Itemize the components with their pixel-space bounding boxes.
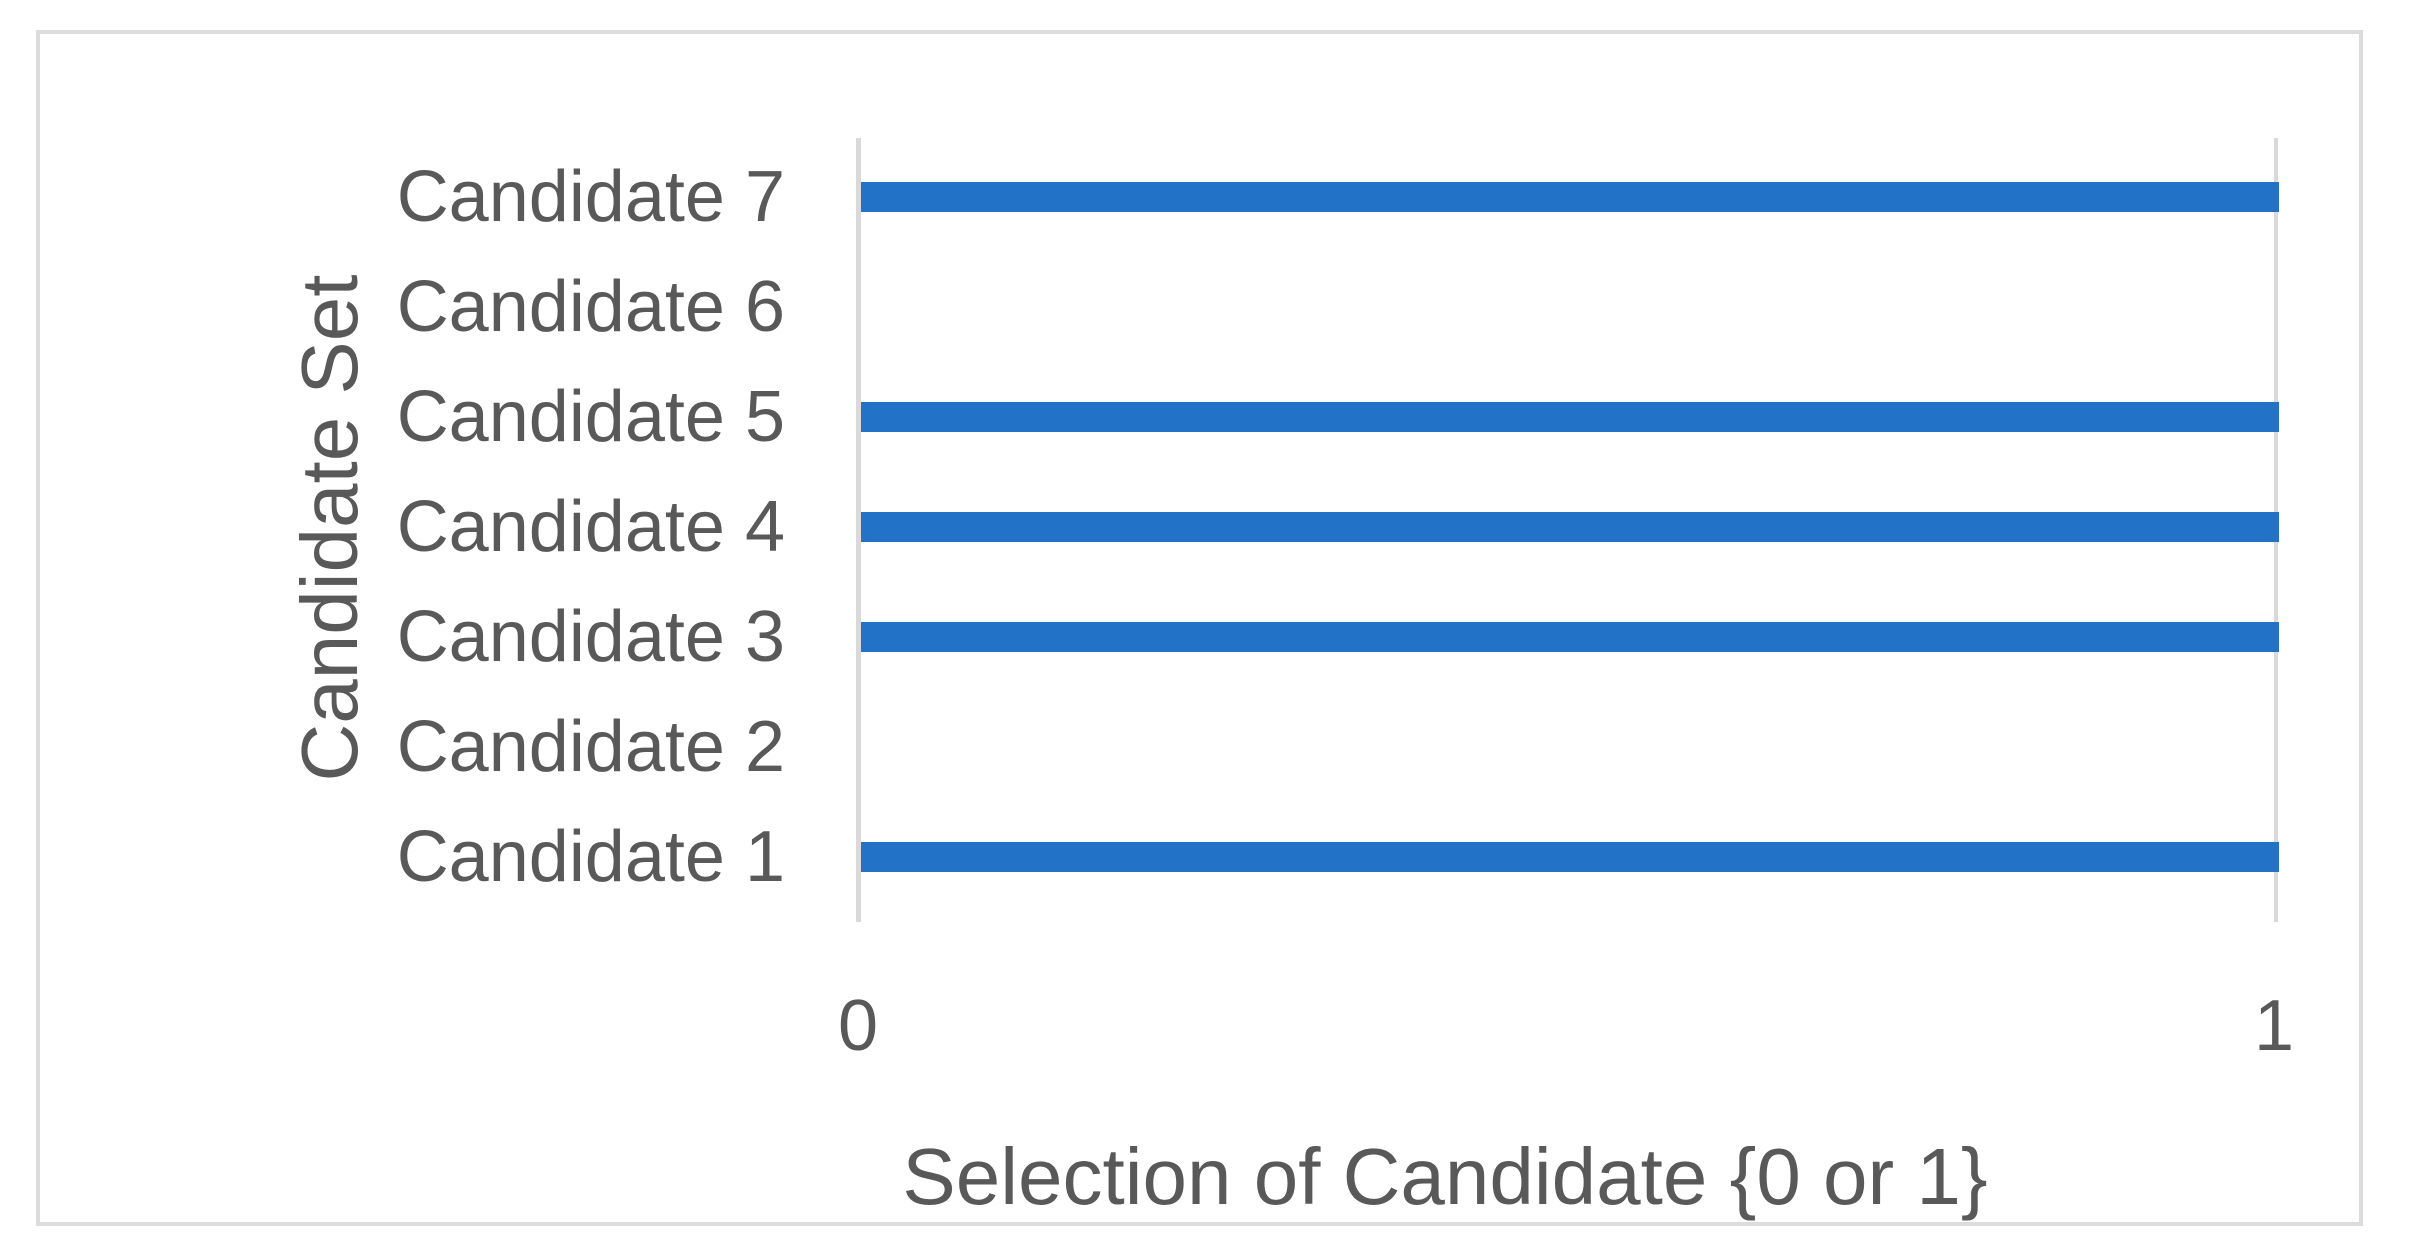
y-category-label: Candidate 6 xyxy=(396,267,785,347)
y-category-label: Candidate 4 xyxy=(396,487,785,567)
y-category-label: Candidate 2 xyxy=(396,707,785,787)
x-axis-title: Selection of Candidate {0 or 1} xyxy=(902,1132,1988,1221)
y-category-label: Candidate 7 xyxy=(396,157,785,237)
chart-frame: Candidate Set 0 1 Selection of Candidate… xyxy=(36,30,2363,1226)
y-category-label: Candidate 1 xyxy=(396,817,785,897)
bar-candidate-4 xyxy=(861,512,2279,542)
y-category-label: Candidate 3 xyxy=(396,597,785,677)
x-tick-label-0: 0 xyxy=(837,986,879,1066)
y-axis-line xyxy=(856,138,861,922)
y-category-label: Candidate 5 xyxy=(396,377,785,457)
bar-candidate-3 xyxy=(861,622,2279,652)
x-tick-label-1: 1 xyxy=(2253,986,2295,1066)
bar-candidate-1 xyxy=(861,842,2279,872)
bar-candidate-7 xyxy=(861,182,2279,212)
bar-candidate-5 xyxy=(861,402,2279,432)
